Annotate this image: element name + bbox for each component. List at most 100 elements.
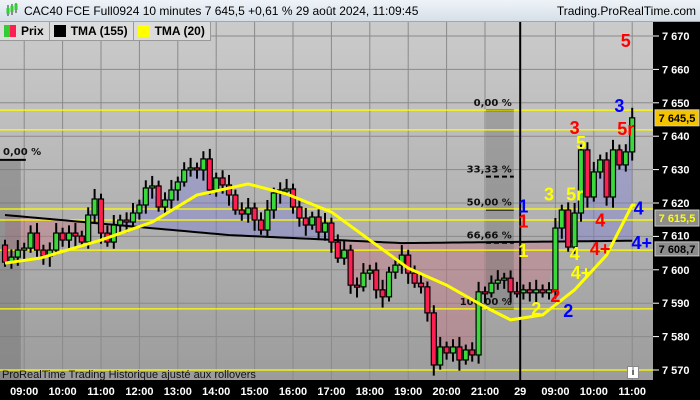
x-tick-label: 09:00 [541, 386, 569, 398]
candle-body [232, 194, 239, 211]
price-badge-label: 7 615,5 [659, 213, 696, 225]
candle-body [584, 149, 591, 198]
candle-body [417, 282, 425, 288]
footnote: ProRealTime Trading Historique ajusté au… [2, 369, 256, 381]
candle-body [405, 254, 412, 274]
candle [187, 157, 194, 177]
legend-item-tma155[interactable]: TMA (155) [49, 22, 134, 41]
candle-body [353, 284, 361, 288]
candle [168, 179, 175, 209]
wave-label: 4+ [590, 239, 611, 259]
price-chart[interactable]: 7 570 7 580 7 590 7 600 7 610 7 620 7 630 7 640… [0, 22, 700, 400]
candle-body [315, 216, 322, 233]
candle-body [117, 219, 124, 226]
wave-label: 3 [614, 96, 624, 116]
candle-body [328, 222, 335, 243]
candle-body [238, 209, 245, 215]
candle [97, 193, 105, 244]
candle-body [187, 167, 194, 171]
candle-body [341, 249, 348, 259]
candle [123, 212, 130, 233]
candle [545, 282, 553, 300]
legend-label: Prix [21, 24, 44, 38]
fill-below-tma155 [5, 215, 633, 365]
candle [270, 187, 277, 219]
candle [526, 282, 533, 302]
legend-item-tma20[interactable]: TMA (20) [133, 22, 211, 41]
candle-body [174, 181, 181, 191]
candle [590, 161, 597, 202]
candle [629, 107, 636, 161]
candle [513, 281, 521, 298]
candle [315, 209, 322, 239]
wave-label: 5r [617, 119, 634, 139]
candle [334, 234, 341, 263]
candle-body [443, 346, 450, 354]
candle-body [219, 177, 226, 186]
candle [232, 189, 239, 215]
candle [424, 281, 431, 322]
candle-body [123, 219, 130, 223]
info-icon[interactable]: i [627, 366, 639, 379]
candle [360, 263, 367, 292]
candle-body [565, 209, 572, 248]
candle-body [456, 346, 463, 361]
y-tick-label: 7 650 [662, 98, 690, 110]
candle-body [181, 169, 188, 183]
x-tick-label: 15:00 [241, 386, 269, 398]
candle-body [200, 158, 207, 171]
candle-body [488, 282, 495, 294]
candle [302, 208, 309, 236]
candle-body [14, 249, 21, 258]
x-tick-label: 10:00 [49, 386, 77, 398]
candle [353, 277, 361, 298]
candle-body [245, 207, 252, 215]
candle [321, 213, 329, 241]
candle-body [206, 158, 213, 191]
wave-label: 3 [570, 118, 580, 138]
time-axis [0, 380, 653, 400]
candle-body [136, 204, 143, 214]
x-tick-label: 18:00 [356, 386, 384, 398]
candle [437, 336, 444, 370]
candle-body [552, 227, 559, 291]
candle [571, 203, 578, 254]
candle [257, 212, 265, 235]
price-badge-label: 7 645,5 [659, 113, 696, 125]
tma20-swatch [137, 25, 150, 37]
candle-body [469, 349, 476, 356]
candle-body [251, 207, 258, 221]
candle [507, 270, 514, 303]
candle-body [590, 171, 597, 198]
candle [21, 242, 28, 261]
candle [283, 178, 290, 195]
candle-body [629, 117, 636, 153]
candle-body [149, 185, 156, 189]
chart-title: CAC40 FCE Full0924 10 minutes 7 645,5 +0… [24, 4, 419, 18]
y-tick-label: 7 640 [662, 131, 690, 143]
candle [392, 257, 399, 279]
legend-label: TMA (155) [70, 24, 128, 38]
candle [552, 218, 559, 299]
wave-label: 2 [563, 301, 573, 321]
tma20-line [4, 182, 636, 322]
fibo-level-label: 50,00 % [467, 198, 512, 209]
candle-body [513, 291, 521, 295]
price-badge [654, 209, 700, 227]
price-swatch [4, 25, 16, 37]
candle [597, 154, 604, 179]
candle-body [78, 235, 85, 243]
y-tick-label: 7 600 [662, 265, 690, 277]
candle [577, 144, 585, 222]
candle [149, 175, 156, 199]
legend-label: TMA (20) [154, 24, 205, 38]
candle [174, 176, 181, 201]
wave-label: 3 [544, 184, 554, 204]
candle-body [609, 149, 617, 198]
candle-body [545, 289, 553, 294]
candle [251, 202, 258, 231]
candle-body [577, 149, 585, 214]
candle-body [264, 209, 271, 231]
candle [494, 270, 501, 290]
legend-item-price[interactable]: Prix [0, 22, 50, 41]
